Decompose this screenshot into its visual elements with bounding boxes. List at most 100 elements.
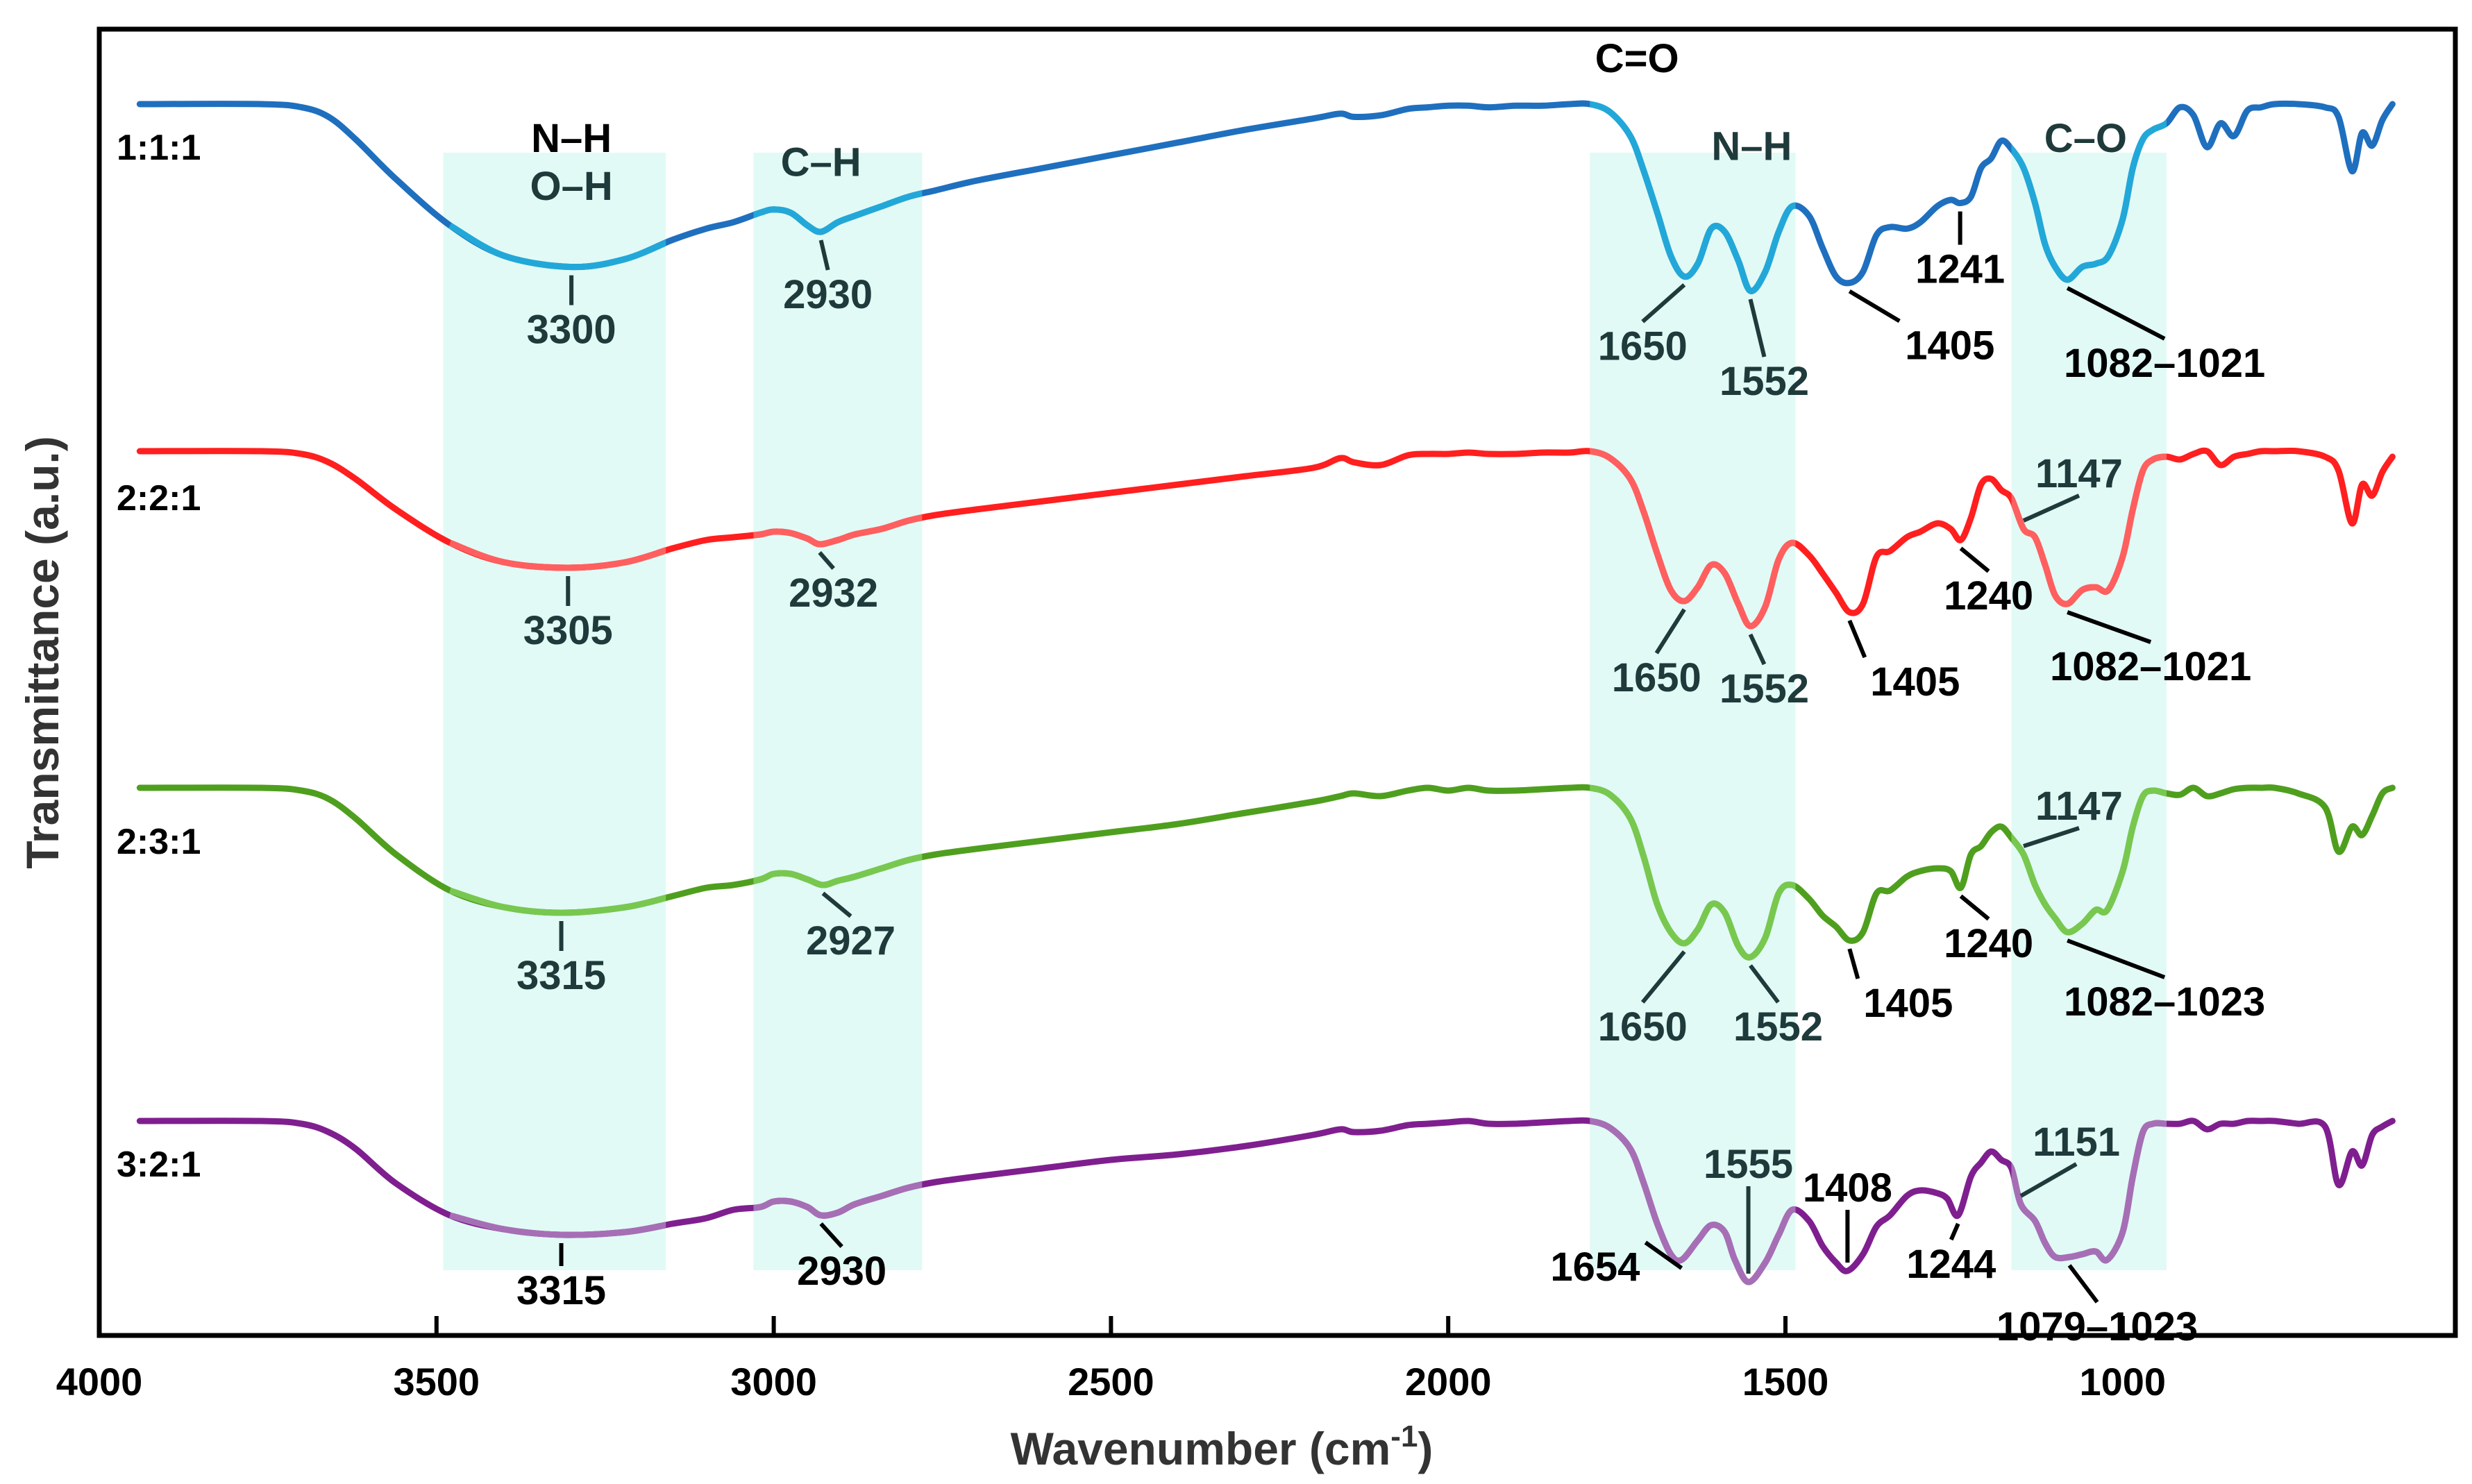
band-c-o bbox=[2011, 153, 2167, 1270]
peak-leader-1082-1021 bbox=[2066, 286, 2166, 341]
series-line-band bbox=[2011, 118, 2167, 283]
peak-leader-2927 bbox=[821, 891, 852, 918]
series-line-band bbox=[753, 1181, 923, 1219]
peak-label-3315: 3315 bbox=[516, 953, 606, 998]
peak-leader-2930 bbox=[819, 1222, 843, 1249]
series-line-band bbox=[449, 1212, 666, 1238]
peak-label-1082-1021: 1082–1021 bbox=[2064, 341, 2265, 386]
peak-leader-1151 bbox=[2019, 1162, 2078, 1198]
series-1-1-1 bbox=[136, 100, 2396, 294]
x-tick-label-3000: 3000 bbox=[730, 1360, 817, 1403]
peak-label-1147: 1147 bbox=[2035, 451, 2123, 496]
peak-leader-2932 bbox=[818, 551, 835, 570]
band-label-5: C–O bbox=[2044, 116, 2127, 161]
series-2-3-1 bbox=[136, 784, 2396, 961]
band-label-0: N–H bbox=[531, 116, 612, 161]
series-line-band bbox=[1590, 101, 1708, 280]
series-line-band bbox=[753, 514, 923, 548]
sample-label-1-1-1: 1:1:1 bbox=[117, 128, 201, 168]
peak-leader-1405 bbox=[1847, 619, 1867, 659]
peak-leader-1082-1023 bbox=[2067, 938, 2166, 979]
peak-leader-1552 bbox=[1749, 964, 1780, 1004]
series-line-band bbox=[448, 222, 666, 271]
series-line-band bbox=[1708, 1206, 1796, 1285]
peak-leader-1650 bbox=[1641, 283, 1686, 323]
peak-label-1082-1023: 1082–1023 bbox=[2064, 979, 2265, 1025]
peak-leader-1405 bbox=[1848, 289, 1901, 323]
peak-label-1408: 1408 bbox=[1803, 1165, 1892, 1211]
sample-label-2-2-1: 2:2:1 bbox=[117, 478, 201, 518]
plot-frame bbox=[96, 26, 2458, 1338]
series-line-band bbox=[1590, 448, 1708, 605]
peak-label-1650: 1650 bbox=[1598, 323, 1688, 369]
series-line-band bbox=[1708, 539, 1796, 630]
peak-label-1151: 1151 bbox=[2033, 1120, 2120, 1165]
peak-label-1650: 1650 bbox=[1598, 1004, 1688, 1049]
band-nh-oh bbox=[443, 153, 666, 1270]
peak-label-3300: 3300 bbox=[527, 307, 616, 353]
peak-leader-1240 bbox=[1959, 546, 1990, 573]
spectra bbox=[136, 100, 2396, 1285]
sample-label-2-3-1: 2:3:1 bbox=[117, 822, 201, 862]
peak-label-2927: 2927 bbox=[806, 918, 896, 963]
peak-label-1654: 1654 bbox=[1550, 1245, 1640, 1290]
band-ch bbox=[753, 153, 923, 1270]
series-line-band bbox=[1590, 1118, 1708, 1264]
y-axis-title: Transmittance (a.u.) bbox=[17, 436, 68, 869]
band-labels: N–HO–HC–HC=ON–H C–O bbox=[530, 36, 2127, 209]
peak-leader-1650 bbox=[1640, 950, 1686, 1004]
series-line-band bbox=[1590, 784, 1708, 947]
series-2-2-1 bbox=[136, 447, 2396, 630]
series-line-band bbox=[1708, 202, 1796, 294]
x-tick-label-1500: 1500 bbox=[1742, 1360, 1829, 1403]
peak-leader-2930 bbox=[818, 239, 830, 271]
peak-annotations: 3300 2930 1650 1552 1405 1241 1082–1021 3305 293… bbox=[516, 211, 2265, 1349]
series-line-band bbox=[1708, 882, 1796, 961]
series-line-band bbox=[2011, 453, 2167, 607]
sample-labels: 1:1:1 2:2:1 2:3:1 3:2:1 bbox=[117, 128, 201, 1185]
band-label-1: O–H bbox=[530, 164, 612, 209]
x-tick-label-3500: 3500 bbox=[394, 1360, 480, 1403]
band-co-1 bbox=[1590, 153, 1708, 1270]
peak-leader-1079-1023 bbox=[2067, 1264, 2099, 1304]
x-tick-label-1000: 1000 bbox=[2080, 1360, 2167, 1403]
peak-label-1552: 1552 bbox=[1733, 1004, 1823, 1049]
x-tick-label-2500: 2500 bbox=[1068, 1360, 1154, 1403]
band-label-3: C=O bbox=[1595, 36, 1679, 81]
peak-label-2930: 2930 bbox=[783, 272, 873, 317]
x-axis-title-close: ) bbox=[1418, 1423, 1433, 1474]
series-line-band bbox=[753, 854, 923, 888]
band-label-2: C–H bbox=[781, 140, 861, 185]
peak-leader-1244 bbox=[1949, 1222, 1960, 1241]
x-axis-title: Wavenumber (cm-1) bbox=[1011, 1419, 1433, 1474]
peak-label-1079-1023: 1079–1023 bbox=[1996, 1304, 2198, 1349]
peak-label-2932: 2932 bbox=[789, 571, 878, 616]
x-tick-label-2000: 2000 bbox=[1405, 1360, 1492, 1403]
peak-leader-1147 bbox=[2022, 494, 2080, 523]
band-label-4: N–H bbox=[1711, 124, 1792, 169]
series-3-2-1 bbox=[136, 1117, 2396, 1285]
peak-label-1552: 1552 bbox=[1720, 666, 1809, 711]
peak-leader-1082-1021 bbox=[2067, 610, 2152, 644]
peak-label-1147: 1147 bbox=[2035, 784, 2123, 829]
peak-label-1240: 1240 bbox=[1944, 573, 2033, 618]
peak-leader-1552 bbox=[1748, 633, 1767, 666]
peak-label-1405: 1405 bbox=[1905, 323, 1994, 369]
series-line-band bbox=[2011, 787, 2167, 936]
band-co-2 bbox=[1708, 153, 1796, 1270]
highlight-bands bbox=[443, 153, 2167, 1270]
peak-label-3315: 3315 bbox=[516, 1268, 606, 1313]
peak-label-1650: 1650 bbox=[1612, 655, 1701, 700]
peak-label-1241: 1241 bbox=[1915, 247, 2005, 292]
peak-label-1555: 1555 bbox=[1704, 1142, 1793, 1187]
x-axis-title-main: Wavenumber (cm bbox=[1011, 1423, 1391, 1474]
peak-label-1244: 1244 bbox=[1906, 1242, 1996, 1287]
peak-label-1405: 1405 bbox=[1863, 981, 1953, 1026]
peak-leader-1405 bbox=[1847, 948, 1860, 979]
peak-leader-1552 bbox=[1748, 298, 1767, 357]
series-line-band bbox=[2011, 1120, 2167, 1264]
peak-label-1240: 1240 bbox=[1944, 921, 2033, 966]
peak-label-1552: 1552 bbox=[1720, 359, 1809, 404]
x-tick-label-4000: 4000 bbox=[56, 1360, 143, 1403]
